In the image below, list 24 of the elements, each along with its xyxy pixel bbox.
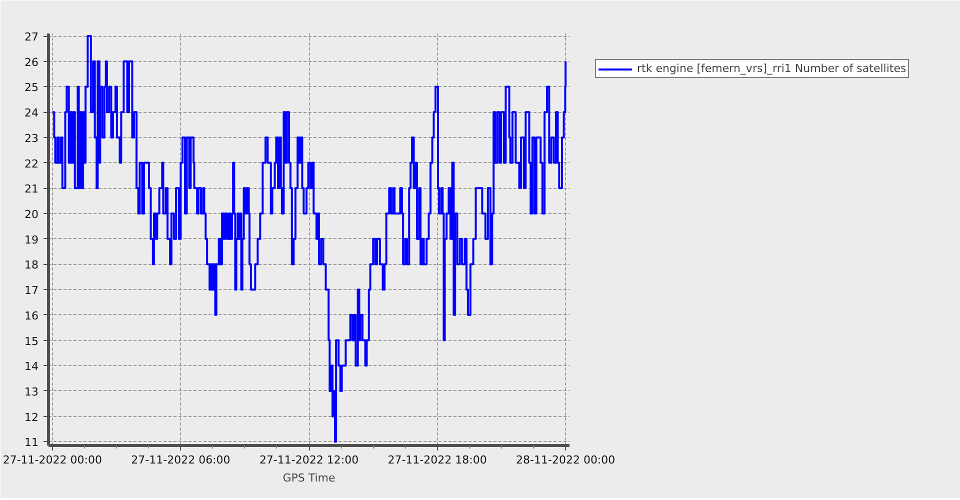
y-tick-label: 16	[24, 309, 39, 322]
y-tick-label: 26	[24, 56, 39, 69]
x-axis-title: GPS Time	[282, 472, 336, 484]
y-tick-label: 14	[24, 360, 39, 374]
y-tick-label: 12	[24, 410, 39, 424]
y-tick-label: 27	[24, 30, 39, 44]
y-tick-label: 20	[24, 208, 39, 222]
x-tick-label: 27-11-2022 12:00	[259, 454, 359, 466]
y-tick-label: 24	[24, 106, 39, 120]
y-tick-label: 18	[24, 258, 39, 272]
x-tick-label: 27-11-2022 06:00	[131, 454, 230, 466]
y-tick-label: 25	[24, 81, 39, 94]
y-tick-label: 15	[24, 334, 39, 348]
y-tick-label: 17	[24, 284, 39, 298]
y-tick-label: 21	[24, 182, 39, 196]
x-tick-label: 27-11-2022 18:00	[388, 454, 487, 466]
y-tick-label: 19	[24, 233, 39, 246]
y-tick-label: 11	[24, 436, 39, 450]
x-tick-label: 27-11-2022 00:00	[2, 454, 102, 466]
x-tick-label: 28-11-2022 00:00	[516, 454, 616, 466]
y-tick-label: 13	[24, 385, 39, 398]
legend-label: rtk engine [femern_vrs]_rri1 Number of satellites	[637, 62, 906, 75]
y-tick-label: 22	[24, 157, 39, 170]
y-tick-label: 23	[24, 132, 39, 145]
